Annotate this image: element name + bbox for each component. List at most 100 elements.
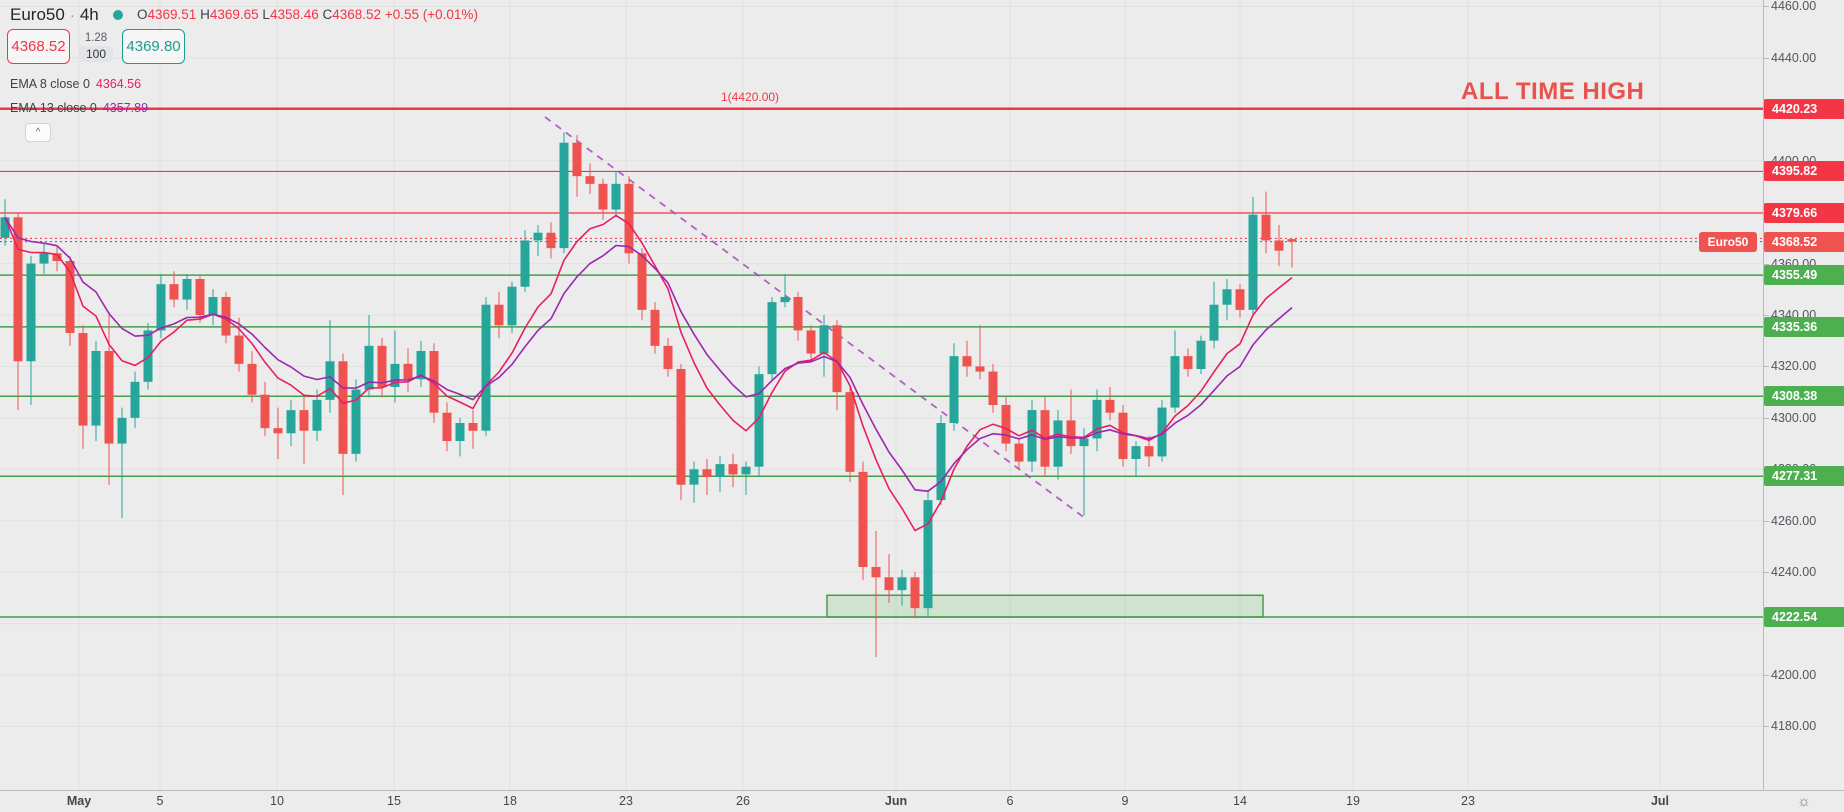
- price-tick-mark: [1764, 417, 1769, 419]
- axis-settings-sun-icon[interactable]: ☼: [1797, 793, 1811, 810]
- candle-down: [845, 392, 855, 472]
- candle-down: [572, 142, 582, 177]
- price-axis[interactable]: 4460.004440.004400.004360.004340.004320.…: [1763, 0, 1844, 790]
- candle-up: [1170, 356, 1180, 408]
- quantity-field[interactable]: 100: [79, 45, 114, 62]
- candle-down: [546, 232, 556, 249]
- candle-up: [26, 263, 36, 362]
- open-value: 4369.51: [147, 7, 197, 22]
- time-tick-6: 6: [1006, 794, 1014, 808]
- candle-down: [403, 363, 413, 380]
- candle-down: [1235, 289, 1245, 310]
- price-tick-4240: 4240.00: [1771, 565, 1817, 580]
- candle-down: [1001, 404, 1011, 444]
- candle-down: [1183, 356, 1193, 369]
- price-tick-4440: 4440.00: [1771, 50, 1817, 65]
- candle-down: [13, 217, 23, 362]
- candle-down: [169, 284, 179, 300]
- candle-down: [377, 345, 387, 387]
- candle-up: [1131, 446, 1141, 459]
- price-tag-4355.49: 4355.49: [1764, 265, 1844, 286]
- ema13-value: 4357.89: [102, 101, 149, 115]
- order-panel: 4368.52 1.28 100 4369.80: [7, 29, 186, 64]
- price-tick-4300: 4300.00: [1771, 410, 1817, 425]
- candle-up: [923, 500, 933, 609]
- candle-down: [650, 309, 660, 346]
- candle-down: [585, 176, 595, 184]
- time-tick-23: 23: [1461, 794, 1475, 808]
- candle-up: [767, 302, 777, 375]
- price-tick-mark: [1764, 674, 1769, 676]
- candle-up: [1092, 399, 1102, 439]
- candlestick-chart[interactable]: [0, 0, 1763, 790]
- ema13-line: [4, 216, 1293, 493]
- sell-button[interactable]: 4368.52: [7, 29, 70, 64]
- candle-up: [559, 142, 569, 249]
- indicator-legend-ema13[interactable]: EMA 13 close 0 4357.89: [10, 101, 148, 115]
- candle-down: [975, 366, 985, 372]
- candle-down: [663, 345, 673, 369]
- candle-down: [195, 278, 205, 315]
- candle-down: [1274, 240, 1284, 251]
- candle-up: [455, 422, 465, 441]
- ema13-label: EMA 13 close 0: [10, 101, 97, 115]
- price-tick-mark: [1764, 726, 1769, 728]
- price-tag-4277.31: 4277.31: [1764, 466, 1844, 487]
- time-tick-May: May: [66, 794, 92, 808]
- symbol-name[interactable]: Euro50: [10, 5, 65, 24]
- candle-up: [117, 417, 127, 444]
- spread-column: 1.28 100: [79, 32, 114, 62]
- candle-up: [416, 350, 426, 380]
- chart-canvas[interactable]: ALL TIME HIGH 1(4420.00) Euro50: [0, 0, 1763, 790]
- time-tick-23: 23: [619, 794, 633, 808]
- symbol-separator: ·: [69, 6, 75, 24]
- candle-down: [676, 368, 686, 485]
- price-tick-mark: [1764, 160, 1769, 162]
- candle-down: [65, 260, 75, 333]
- price-tag-4335.36: 4335.36: [1764, 316, 1844, 337]
- interval-label[interactable]: 4h: [79, 5, 99, 24]
- time-axis[interactable]: May 5 10 15 18 23 26 Jun 6 9 14 19 23 Jul: [0, 790, 1844, 812]
- open-label: O: [137, 7, 148, 22]
- price-tag-4222.54: 4222.54: [1764, 607, 1844, 628]
- price-tick-4260: 4260.00: [1771, 513, 1817, 528]
- candle-down: [832, 325, 842, 393]
- price-tick-4180: 4180.00: [1771, 719, 1817, 734]
- candle-down: [78, 332, 88, 426]
- candle-down: [273, 428, 283, 434]
- last-price-symbol-tag: Euro50: [1699, 231, 1757, 252]
- ohlc-readout: O4369.51 H4369.65 L4358.46 C4368.52 +0.5…: [137, 7, 478, 22]
- candle-down: [494, 304, 504, 326]
- indicator-legend-ema8[interactable]: EMA 8 close 0 4364.56: [10, 77, 141, 91]
- candle-up: [936, 422, 946, 501]
- all-time-high-text-annotation: ALL TIME HIGH: [1461, 78, 1645, 105]
- buy-button[interactable]: 4369.80: [122, 29, 186, 64]
- candle-down: [1118, 412, 1128, 459]
- candle-down: [338, 361, 348, 454]
- candle-down: [884, 577, 894, 591]
- candle-up: [351, 389, 361, 454]
- candle-up: [143, 330, 153, 382]
- high-value: 4369.65: [209, 7, 259, 22]
- candle-down: [1287, 239, 1297, 242]
- candle-down: [858, 471, 868, 567]
- close-label: C: [322, 7, 333, 22]
- symbol-row[interactable]: Euro50 · 4h: [10, 4, 123, 26]
- candle-up: [130, 381, 140, 418]
- candle-up: [1079, 438, 1089, 447]
- candle-up: [364, 345, 374, 390]
- candle-down: [260, 394, 270, 429]
- candle-up: [156, 284, 166, 331]
- legend-collapse-button[interactable]: ^: [25, 123, 51, 142]
- candle-down: [793, 296, 803, 331]
- price-tick-mark: [1764, 520, 1769, 522]
- price-tag-4420.23: 4420.23: [1764, 98, 1844, 119]
- change-value: +0.55: [384, 7, 420, 22]
- candle-up: [754, 374, 764, 467]
- candle-down: [52, 253, 62, 261]
- candle-up: [715, 464, 725, 477]
- change-percent: (+0.01%): [422, 7, 478, 22]
- horizontal-line-price-label: 1(4420.00): [721, 90, 780, 104]
- time-tick-5: 5: [156, 794, 164, 808]
